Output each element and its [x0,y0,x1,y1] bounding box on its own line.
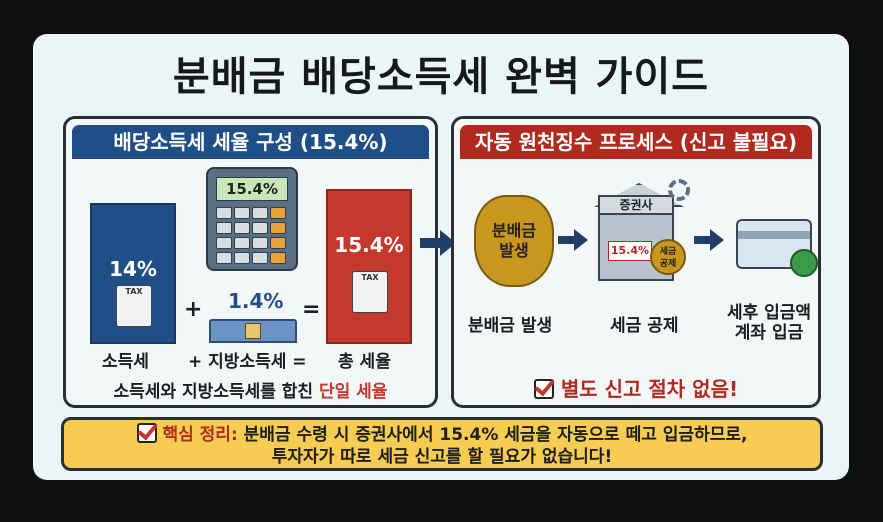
arrow-right-icon [420,230,456,256]
calculator-display: 15.4% [216,177,288,201]
summary-line2: 투자자가 따로 세금 신고를 할 필요가 없습니다! [271,447,613,467]
step3-label: 세후 입금액 계좌 입금 [726,303,812,343]
summary-line1: 핵심 정리: 분배금 수령 시 증권사에서 15.4% 세금을 자동으로 떼고 … [64,423,820,446]
calculator-icon: 15.4% [206,167,298,271]
local-tax-label: + 지방소득세 = [188,352,307,372]
bank-card-icon [736,219,818,277]
gear-icon [668,179,690,201]
money-bag-icon: 분배금 발생 [474,195,554,287]
checkbox-icon [533,379,554,399]
income-tax-bar: 14% TAX [90,203,176,344]
total-tax-bar: 15.4% TAX [326,189,412,344]
tax-rate-header: 배당소득세 세율 구성 (15.4%) [72,125,429,159]
tax-coin-icon: 세금 공제 [650,239,686,275]
withholding-process-panel: 자동 원천징수 프로세스 (신고 불필요) 분배금 발생 증권사 15.4% 세… [451,116,821,408]
securities-building-icon: 증권사 15.4% 세금 공제 [594,179,690,291]
summary-box: 핵심 정리: 분배금 수령 시 증권사에서 15.4% 세금을 자동으로 떼고 … [61,417,823,471]
arrow-right-icon [558,229,588,251]
tax-tag: 15.4% [608,241,652,261]
equals-sign: = [302,297,321,322]
process-header: 자동 원천징수 프로세스 (신고 불필요) [460,125,812,159]
arrow-right-icon [694,229,724,251]
building-label: 증권사 [598,195,674,215]
step2-label: 세금 공제 [610,316,679,336]
check-icon [790,249,818,277]
page-title: 분배금 배당소득세 완벽 가이드 [172,54,710,100]
checkbox-icon [136,423,157,443]
government-building-icon [209,319,297,343]
no-filing-note: 별도 신고 절차 없음! [454,373,818,402]
step1-label: 분배금 발생 [468,316,553,336]
total-tax-label: 총 세율 [338,352,391,372]
tax-rate-note: 소득세와 지방소득세를 합친 단일 세율 [113,382,388,402]
tax-document-icon: TAX [116,285,152,327]
local-tax-rate: 1.4% [228,289,284,313]
tax-document-icon: TAX [352,271,388,313]
income-tax-rate: 14% [109,257,157,281]
total-tax-rate: 15.4% [334,233,404,257]
tax-rate-panel: 배당소득세 세율 구성 (15.4%) 14% TAX 15.4% + 1.4%… [63,116,438,408]
infographic-card: 분배금 배당소득세 완벽 가이드 배당소득세 세율 구성 (15.4%) 14%… [33,34,849,480]
plus-sign: + [184,297,203,322]
income-tax-label: 소득세 [102,352,149,372]
